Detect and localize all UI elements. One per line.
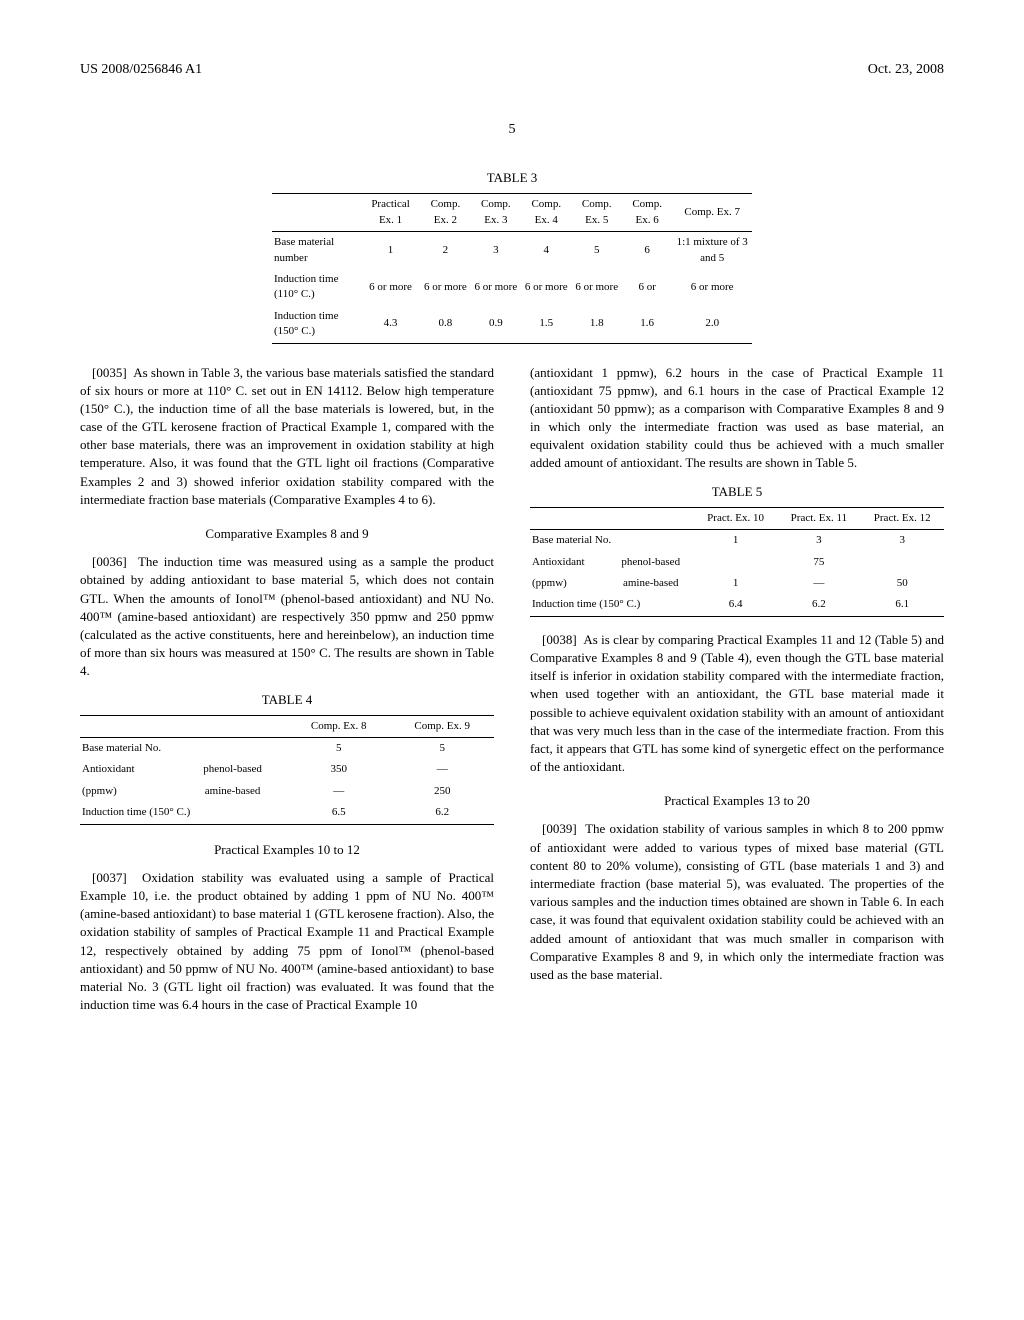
table-5: TABLE 5 Pract. Ex. 10 Pract. Ex. 11 Prac…: [530, 483, 944, 617]
para-0037-cont: (antioxidant 1 ppmw), 6.2 hours in the c…: [530, 364, 944, 473]
body-columns: [0035] As shown in Table 3, the various …: [80, 364, 944, 1015]
section-comp-8-9: Comparative Examples 8 and 9: [80, 525, 494, 543]
table-4: TABLE 4 Comp. Ex. 8 Comp. Ex. 9 Base mat…: [80, 691, 494, 825]
doc-number: US 2008/0256846 A1: [80, 60, 202, 80]
table4-title: TABLE 4: [80, 691, 494, 709]
section-pr-10-12: Practical Examples 10 to 12: [80, 841, 494, 859]
para-0038: [0038] As is clear by comparing Practica…: [530, 631, 944, 777]
table3-title: TABLE 3: [272, 169, 752, 187]
para-0039: [0039] The oxidation stability of variou…: [530, 820, 944, 984]
para-0037: [0037] Oxidation stability was evaluated…: [80, 869, 494, 1015]
section-pr-13-20: Practical Examples 13 to 20: [530, 792, 944, 810]
table5-title: TABLE 5: [530, 483, 944, 501]
para-0035: [0035] As shown in Table 3, the various …: [80, 364, 494, 510]
table-3: TABLE 3 Practical Ex. 1 Comp. Ex. 2 Comp…: [272, 169, 752, 343]
pub-date: Oct. 23, 2008: [868, 60, 944, 80]
page-number: 5: [80, 120, 944, 140]
page-header: US 2008/0256846 A1 Oct. 23, 2008: [80, 60, 944, 80]
para-0036: [0036] The induction time was measured u…: [80, 553, 494, 680]
